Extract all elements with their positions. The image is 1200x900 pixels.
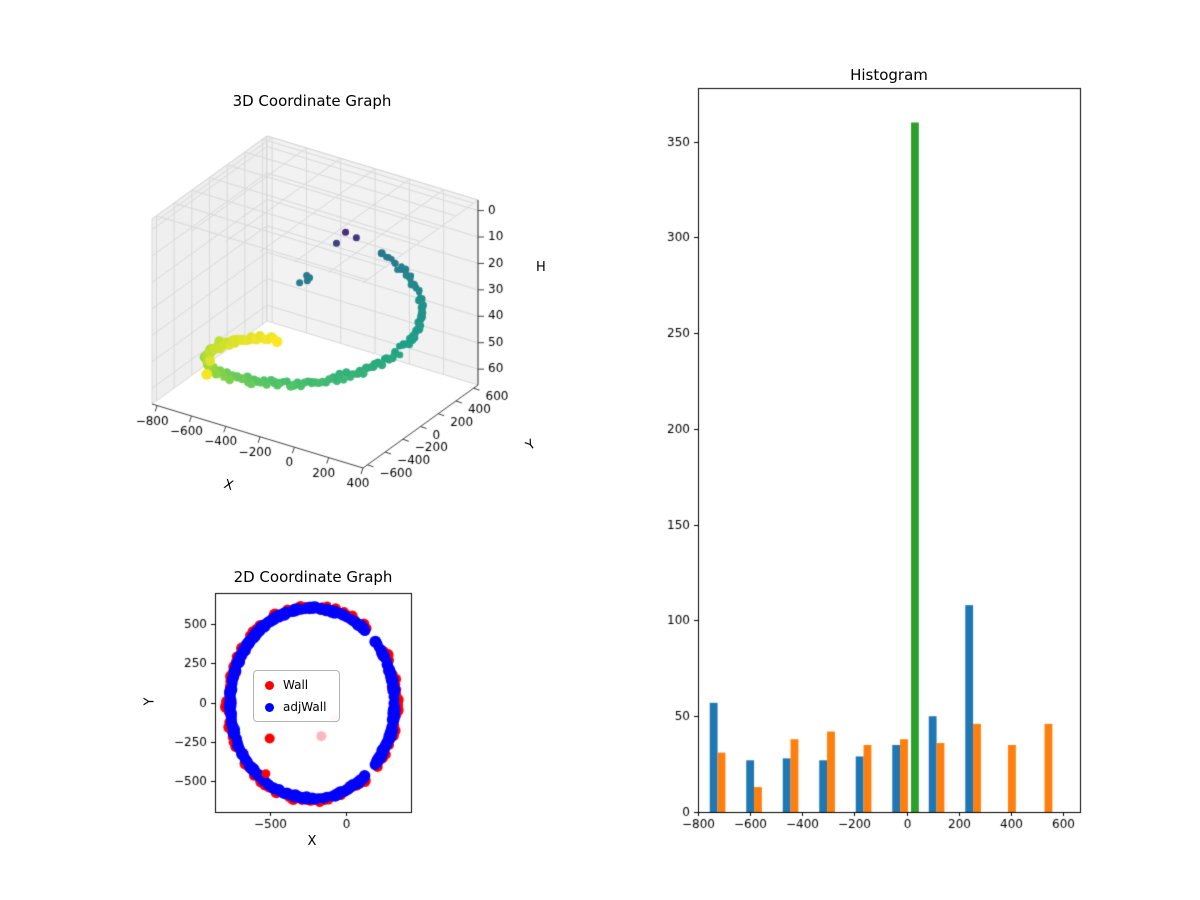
adjwall-marker-icon (265, 702, 274, 712)
legend-label-wall: Wall (283, 678, 309, 692)
legend-item-wall: Wall (265, 678, 326, 692)
plot2d-xaxis-label: X (307, 834, 317, 849)
plot2d-title: 2D Coordinate Graph (233, 568, 393, 586)
plot3d-title: 3D Coordinate Graph (232, 92, 392, 110)
legend: Wall adjWall (253, 670, 341, 722)
legend-label-adjwall: adjWall (283, 700, 327, 714)
plot3d-zaxis-label: H (536, 260, 546, 275)
plot2d-yaxis-label: Y (142, 697, 158, 706)
histogram-title: Histogram (850, 66, 928, 84)
wall-marker-icon (265, 680, 274, 690)
legend-item-adjwall: adjWall (265, 700, 326, 714)
